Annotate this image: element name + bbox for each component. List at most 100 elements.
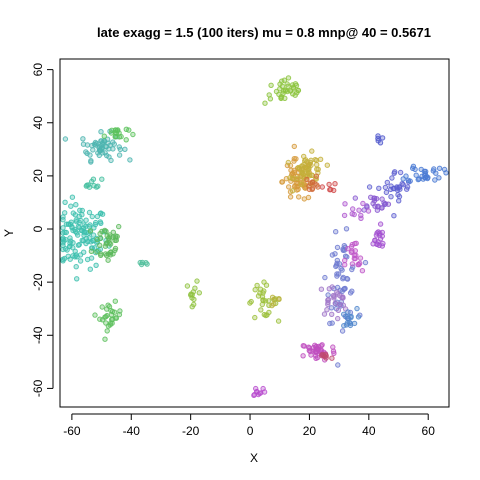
scatter-point [310, 149, 314, 153]
scatter-point [380, 244, 384, 248]
scatter-point [80, 238, 84, 242]
scatter-point [378, 222, 382, 226]
scatter-point [93, 222, 97, 226]
scatter-point [88, 223, 92, 227]
scatter-point [280, 180, 284, 184]
scatter-point [292, 144, 296, 148]
scatter-point [94, 263, 98, 267]
scatter-point [248, 301, 252, 305]
scatter-point [340, 329, 344, 333]
scatter-point [61, 226, 65, 230]
scatter-point [138, 260, 142, 264]
scatter-point [322, 312, 326, 316]
scatter-point [433, 178, 437, 182]
scatter-point [128, 158, 132, 162]
scatter-point [89, 249, 93, 253]
scatter-point [285, 82, 289, 86]
scatter-point [330, 312, 334, 316]
scatter-point [99, 211, 103, 215]
scatter-point [68, 241, 72, 245]
scatter-point [98, 220, 102, 224]
scatter-point [389, 187, 393, 191]
x-tick-label: -20 [182, 424, 200, 438]
y-tick-label: 40 [31, 116, 45, 130]
scatter-point [320, 185, 324, 189]
scatter-point [353, 196, 357, 200]
scatter-point [395, 185, 399, 189]
scatter-point [380, 206, 384, 210]
scatter-point [77, 225, 81, 229]
scatter-point [383, 185, 387, 189]
scatter-point [267, 93, 271, 97]
scatter-point [195, 279, 199, 283]
scatter-point [85, 257, 89, 261]
scatter-point [375, 205, 379, 209]
scatter-point [264, 283, 268, 287]
scatter-point [66, 222, 70, 226]
scatter-point [296, 176, 300, 180]
scatter-point [100, 146, 104, 150]
scatter-point [306, 195, 310, 199]
scatter-point [255, 283, 259, 287]
scatter-point [342, 213, 346, 217]
scatter-point [118, 147, 122, 151]
scatter-point [264, 313, 268, 317]
scatter-point [360, 269, 364, 273]
scatter-point [61, 218, 65, 222]
scatter-point [100, 305, 104, 309]
scatter-point [397, 199, 401, 203]
scatter-point [189, 293, 193, 297]
scatter-point [74, 203, 78, 207]
scatter-point [350, 262, 354, 266]
scatter-point [276, 319, 280, 323]
scatter-point [103, 315, 107, 319]
scatter-point [114, 238, 118, 242]
y-tick-label: 0 [31, 225, 45, 232]
scatter-point [292, 157, 296, 161]
scatter-point [88, 229, 92, 233]
scatter-point [124, 138, 128, 142]
scatter-point [393, 170, 397, 174]
scatter-point [124, 127, 128, 131]
scatter-point [423, 173, 427, 177]
scatter-point [280, 79, 284, 83]
scatter-point [332, 294, 336, 298]
scatter-point [346, 247, 350, 251]
scatter-point [437, 166, 441, 170]
scatter-point [82, 229, 86, 233]
scatter-point [367, 185, 371, 189]
scatter-point [71, 211, 75, 215]
scatter-point [330, 285, 334, 289]
scatter-point [398, 170, 402, 174]
scatter-point [100, 177, 104, 181]
scatter-point [357, 262, 361, 266]
y-tick-label: -20 [31, 273, 45, 291]
scatter-point [303, 159, 307, 163]
scatter-point [91, 233, 95, 237]
scatter-point [63, 137, 67, 141]
scatter-point [104, 242, 108, 246]
scatter-point [335, 245, 339, 249]
scatter-point [107, 155, 111, 159]
scatter-point [78, 259, 82, 263]
scatter-point [89, 160, 93, 164]
scatter-point [260, 302, 264, 306]
scatter-point [190, 305, 194, 309]
scatter-point [336, 308, 340, 312]
scatter-point [302, 344, 306, 348]
scatter-point [341, 277, 345, 281]
scatter-point [255, 389, 259, 393]
scatter-point [337, 302, 341, 306]
scatter-point [75, 255, 79, 259]
scatter-point [310, 180, 314, 184]
scatter-point [336, 363, 340, 367]
scatter-point [296, 187, 300, 191]
scatter-point [310, 173, 314, 177]
scatter-point [314, 174, 318, 178]
scatter-point [413, 167, 417, 171]
scatter-point [111, 140, 115, 144]
scatter-point [363, 260, 367, 264]
scatter-point [406, 178, 410, 182]
x-tick-label: -40 [123, 424, 141, 438]
